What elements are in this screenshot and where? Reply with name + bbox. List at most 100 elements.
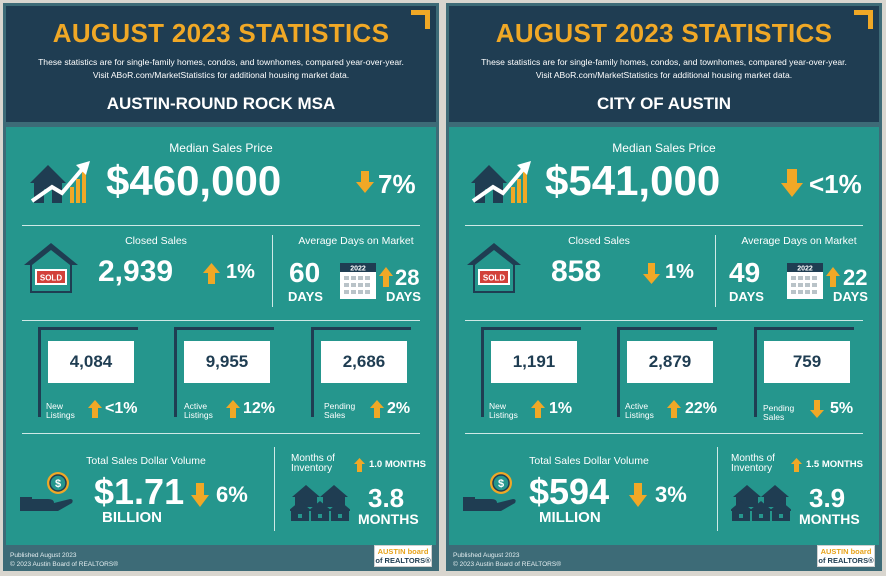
arrow-down-icon [191, 483, 209, 507]
sales-volume-label: Total Sales Dollar Volume [529, 455, 649, 467]
description-line-2: Visit ABoR.com/MarketStatistics for addi… [92, 70, 350, 80]
closed-sales-change: 1% [226, 261, 255, 283]
inventory-change: 1.0 MONTHS [369, 459, 427, 470]
sales-volume-change: 6% [216, 482, 248, 507]
median-price-value: $460,000 [106, 157, 282, 204]
new-listings-label-1: New [46, 401, 64, 411]
days-on-market-label: Average Days on Market [741, 235, 857, 247]
days-on-market-value: 49 [729, 257, 761, 288]
pending-sales-label-2: Sales [763, 412, 785, 422]
arrow-down-icon [356, 171, 374, 193]
new-listings-value: 1,191 [491, 341, 577, 383]
prior-days-value: 28 [395, 265, 420, 290]
sign-post [617, 327, 620, 417]
sign-post [481, 327, 484, 417]
closed-sales-label: Closed Sales [125, 235, 187, 247]
money-hand-icon: $ [463, 472, 516, 511]
stats-title: AUGUST 2023 STATISTICS [495, 18, 833, 48]
panel-city-of-austin: AUGUST 2023 STATISTICS These statistics … [446, 3, 882, 571]
panel-header: AUGUST 2023 STATISTICS These statistics … [6, 6, 436, 122]
active-listings-label-2: Listings [184, 410, 213, 420]
median-price-label: Median Sales Price [169, 141, 273, 155]
sold-sign-text: SOLD [483, 274, 505, 283]
stats-description: These statistics are for single-family h… [459, 56, 869, 82]
stats-body: Median Sales Price $541,000 <1% Closed S… [449, 127, 879, 545]
divider [465, 320, 863, 321]
pending-sales-label: Pending Sales [324, 402, 355, 420]
median-price-value: $541,000 [545, 157, 721, 204]
new-listings-label-2: Listings [46, 410, 75, 420]
median-price-change: 7% [378, 169, 416, 199]
abor-logo: AUSTIN board of REALTORS® [374, 545, 432, 567]
arrow-up-icon [88, 400, 102, 418]
copyright: © 2023 Austin Board of REALTORS® [453, 561, 561, 568]
svg-text:$: $ [55, 478, 61, 490]
sales-volume-value: $1.71 [94, 471, 185, 512]
divider [274, 447, 275, 531]
inventory-unit: MONTHS [799, 511, 860, 527]
logo-line-1: AUSTIN board [377, 547, 429, 556]
sales-volume-label: Total Sales Dollar Volume [86, 455, 206, 467]
arrow-up-icon [791, 458, 802, 472]
corner-accent [854, 10, 873, 29]
inventory-unit: MONTHS [358, 511, 419, 527]
sold-sign-text: SOLD [40, 274, 62, 283]
description-line-2: Visit ABoR.com/MarketStatistics for addi… [535, 70, 793, 80]
arrow-up-icon [667, 400, 681, 418]
new-listings-change: <1% [105, 400, 138, 417]
abor-logo: AUSTIN board of REALTORS® [817, 545, 875, 567]
closed-sales-value: 2,939 [98, 255, 174, 288]
logo-line-1: AUSTIN board [820, 547, 872, 556]
sales-volume-unit: BILLION [102, 509, 162, 526]
money-hand-icon: $ [20, 472, 73, 511]
days-unit: DAYS [288, 289, 323, 304]
pending-sales-label-1: Pending [324, 401, 356, 411]
panel-austin-round-rock-msa: AUGUST 2023 STATISTICS These statistics … [3, 3, 439, 571]
sales-volume-change: 3% [655, 482, 687, 507]
area-name: CITY OF AUSTIN [596, 94, 732, 113]
sign-beam [174, 327, 274, 330]
published-date: Published August 2023 [453, 552, 520, 559]
arrow-down-icon [629, 483, 647, 507]
active-listings-label-1: Active [625, 401, 649, 411]
inventory-label: Months of Inventory [731, 454, 775, 474]
divider [22, 433, 420, 434]
divider [717, 447, 718, 531]
arrow-down-icon [781, 169, 803, 197]
active-listings-label: Active Listings [184, 402, 213, 420]
inventory-label-1: Months of [291, 453, 335, 464]
divider [465, 433, 863, 434]
new-listings-label-1: New [489, 401, 507, 411]
logo-line-2: of REALTORS® [375, 555, 431, 565]
panel-footer: Published August 2023 © 2023 Austin Boar… [449, 545, 879, 571]
corner-accent [411, 10, 430, 29]
new-listings-value: 4,084 [48, 341, 134, 383]
arrow-down-icon [810, 400, 824, 418]
active-listings-value: 9,955 [184, 341, 270, 383]
arrow-up-icon [370, 400, 384, 418]
stats-body: Median Sales Price $460,000 7% Closed Sa… [6, 127, 436, 545]
sales-volume-value: $594 [529, 471, 610, 512]
sold-house-icon: SOLD [24, 243, 78, 293]
divider [715, 235, 716, 307]
calendar-year: 2022 [350, 266, 366, 273]
calendar-icon: 2022 [787, 263, 823, 299]
inventory-label: Months of Inventory [291, 454, 335, 474]
arrow-up-icon [826, 267, 840, 287]
days-on-market-value: 60 [289, 257, 321, 288]
new-listings-label: New Listings [489, 402, 518, 420]
new-listings-label: New Listings [46, 402, 75, 420]
pending-sales-label-1: Pending [763, 403, 795, 413]
sales-volume-unit: MILLION [539, 509, 601, 526]
svg-text:$: $ [498, 478, 504, 490]
prior-days-unit: DAYS [833, 289, 868, 304]
pending-sales-change: 5% [830, 400, 854, 417]
inventory-label-2: Inventory [731, 463, 773, 474]
footer-text: Published August 2023 © 2023 Austin Boar… [10, 551, 118, 569]
sign-beam [38, 327, 138, 330]
houses-icon [731, 485, 791, 521]
description-line-1: These statistics are for single-family h… [38, 57, 404, 67]
houses-icon [290, 485, 350, 521]
footer-text: Published August 2023 © 2023 Austin Boar… [453, 551, 561, 569]
inventory-label-2: Inventory [291, 463, 333, 474]
